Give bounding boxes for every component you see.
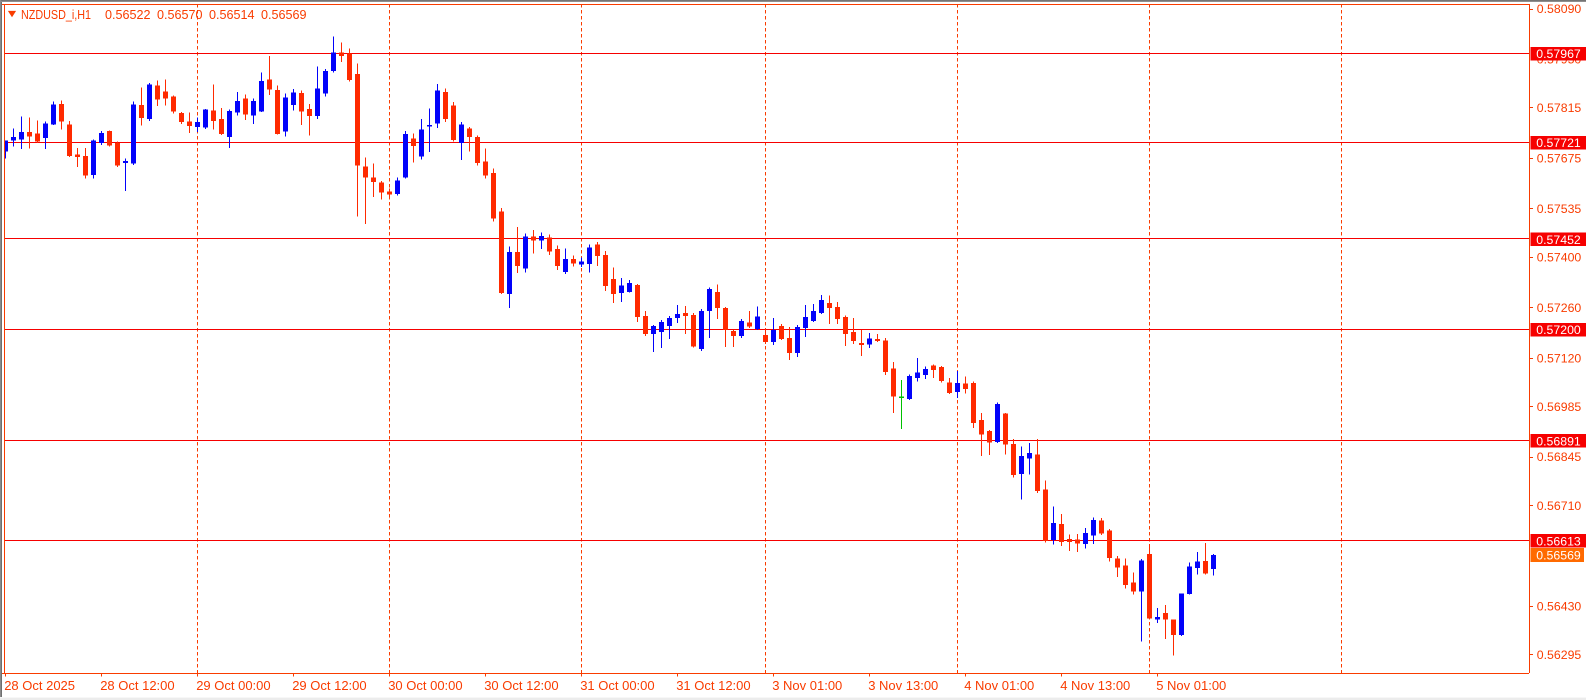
- svg-text:31 Oct 12:00: 31 Oct 12:00: [676, 678, 750, 693]
- svg-text:0.57535: 0.57535: [1537, 202, 1582, 216]
- svg-text:0.56522: 0.56522: [105, 8, 151, 22]
- svg-text:3 Nov 13:00: 3 Nov 13:00: [868, 678, 938, 693]
- svg-text:29 Oct 12:00: 29 Oct 12:00: [292, 678, 366, 693]
- svg-text:0.56514: 0.56514: [209, 8, 255, 22]
- svg-text:29 Oct 00:00: 29 Oct 00:00: [196, 678, 270, 693]
- svg-text:0.56891: 0.56891: [1536, 434, 1581, 448]
- svg-text:0.57200: 0.57200: [1536, 323, 1581, 337]
- svg-text:0.57815: 0.57815: [1537, 101, 1582, 115]
- svg-text:0.57721: 0.57721: [1536, 136, 1581, 150]
- svg-text:4 Nov 13:00: 4 Nov 13:00: [1060, 678, 1130, 693]
- svg-text:0.56710: 0.56710: [1537, 499, 1582, 513]
- svg-text:0.56430: 0.56430: [1537, 600, 1582, 614]
- svg-text:5 Nov 01:00: 5 Nov 01:00: [1156, 678, 1226, 693]
- svg-text:0.57452: 0.57452: [1536, 233, 1581, 247]
- svg-text:4 Nov 01:00: 4 Nov 01:00: [964, 678, 1034, 693]
- svg-text:28 Oct 12:00: 28 Oct 12:00: [100, 678, 174, 693]
- svg-text:0.58090: 0.58090: [1537, 2, 1582, 16]
- svg-text:28 Oct 2025: 28 Oct 2025: [4, 678, 75, 693]
- svg-text:0.57400: 0.57400: [1537, 251, 1582, 265]
- svg-text:30 Oct 00:00: 30 Oct 00:00: [388, 678, 462, 693]
- svg-text:0.57967: 0.57967: [1536, 47, 1581, 61]
- svg-text:0.56845: 0.56845: [1537, 450, 1582, 464]
- svg-text:3 Nov 01:00: 3 Nov 01:00: [772, 678, 842, 693]
- svg-text:0.57260: 0.57260: [1537, 301, 1582, 315]
- svg-text:31 Oct 00:00: 31 Oct 00:00: [580, 678, 654, 693]
- svg-text:0.57675: 0.57675: [1537, 152, 1582, 166]
- svg-text:0.56570: 0.56570: [157, 8, 203, 22]
- svg-text:NZDUSD_i,H1: NZDUSD_i,H1: [21, 8, 91, 22]
- svg-text:0.57120: 0.57120: [1537, 351, 1582, 365]
- svg-text:0.56985: 0.56985: [1537, 400, 1582, 414]
- svg-text:0.56613: 0.56613: [1536, 534, 1581, 548]
- svg-text:0.56569: 0.56569: [261, 8, 307, 22]
- svg-text:0.56569: 0.56569: [1536, 549, 1581, 563]
- svg-text:30 Oct 12:00: 30 Oct 12:00: [484, 678, 558, 693]
- svg-text:0.56295: 0.56295: [1537, 648, 1582, 662]
